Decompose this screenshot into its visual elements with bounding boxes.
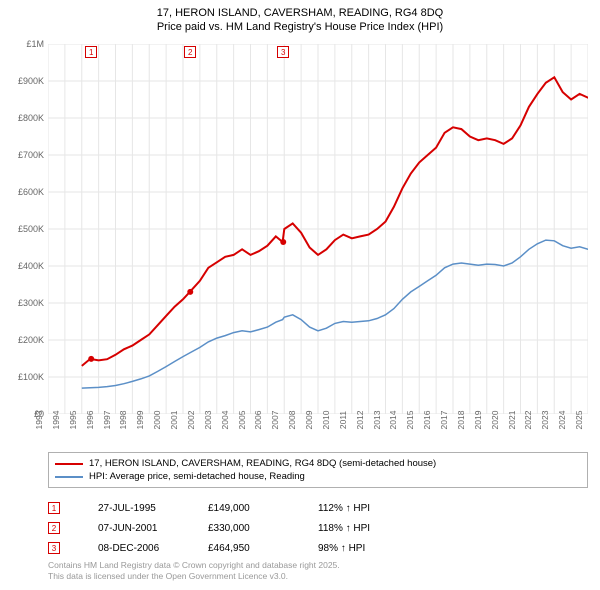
y-tick-label: £100K xyxy=(0,372,44,382)
x-tick-label: 2018 xyxy=(456,411,466,430)
x-tick-label: 2021 xyxy=(507,411,517,430)
x-tick-label: 2024 xyxy=(557,411,567,430)
title-line-2: Price paid vs. HM Land Registry's House … xyxy=(0,20,600,34)
y-tick-label: £300K xyxy=(0,298,44,308)
sale-date: 07-JUN-2001 xyxy=(98,523,208,534)
x-tick-label: 1996 xyxy=(85,411,95,430)
sale-row: 3 08-DEC-2006£464,95098% ↑ HPI xyxy=(48,538,418,558)
legend-swatch xyxy=(55,463,83,465)
sale-date: 08-DEC-2006 xyxy=(98,543,208,554)
sale-row-marker: 1 xyxy=(48,502,60,514)
y-tick-label: £800K xyxy=(0,113,44,123)
sale-price: £149,000 xyxy=(208,503,318,514)
y-tick-label: £500K xyxy=(0,224,44,234)
sale-marker-2: 2 xyxy=(184,46,196,58)
x-tick-label: 2007 xyxy=(270,411,280,430)
x-tick-label: 2013 xyxy=(372,411,382,430)
title-line-1: 17, HERON ISLAND, CAVERSHAM, READING, RG… xyxy=(0,6,600,20)
sale-date: 27-JUL-1995 xyxy=(98,503,208,514)
legend-item: HPI: Average price, semi-detached house,… xyxy=(55,470,581,483)
y-tick-label: £700K xyxy=(0,150,44,160)
y-tick-label: £200K xyxy=(0,335,44,345)
x-tick-label: 2004 xyxy=(220,411,230,430)
y-tick-label: £900K xyxy=(0,76,44,86)
sale-row: 2 07-JUN-2001£330,000118% ↑ HPI xyxy=(48,518,418,538)
sale-hpi: 118% ↑ HPI xyxy=(318,523,418,534)
x-tick-label: 2009 xyxy=(304,411,314,430)
sale-price: £464,950 xyxy=(208,543,318,554)
x-tick-label: 2001 xyxy=(169,411,179,430)
x-tick-label: 2015 xyxy=(405,411,415,430)
x-tick-label: 2003 xyxy=(203,411,213,430)
x-tick-label: 2011 xyxy=(338,411,348,429)
x-tick-label: 1995 xyxy=(68,411,78,430)
chart-svg xyxy=(48,44,588,414)
legend-label: HPI: Average price, semi-detached house,… xyxy=(89,471,305,482)
x-tick-label: 1997 xyxy=(102,411,112,430)
x-tick-label: 2008 xyxy=(287,411,297,430)
x-tick-label: 2023 xyxy=(540,411,550,430)
footer-line-1: Contains HM Land Registry data © Crown c… xyxy=(48,560,340,571)
x-tick-label: 1993 xyxy=(34,411,44,430)
x-tick-label: 2006 xyxy=(253,411,263,430)
legend-box: 17, HERON ISLAND, CAVERSHAM, READING, RG… xyxy=(48,452,588,488)
legend-item: 17, HERON ISLAND, CAVERSHAM, READING, RG… xyxy=(55,457,581,470)
chart-container: 17, HERON ISLAND, CAVERSHAM, READING, RG… xyxy=(0,0,600,590)
x-tick-label: 1994 xyxy=(51,411,61,430)
y-tick-label: £400K xyxy=(0,261,44,271)
legend-swatch xyxy=(55,476,83,478)
x-tick-label: 1999 xyxy=(135,411,145,430)
chart-title: 17, HERON ISLAND, CAVERSHAM, READING, RG… xyxy=(0,0,600,35)
y-tick-label: £600K xyxy=(0,187,44,197)
sale-marker-3: 3 xyxy=(277,46,289,58)
sale-hpi: 112% ↑ HPI xyxy=(318,503,418,514)
sale-hpi: 98% ↑ HPI xyxy=(318,543,418,554)
legend-label: 17, HERON ISLAND, CAVERSHAM, READING, RG… xyxy=(89,458,436,469)
footer-line-2: This data is licensed under the Open Gov… xyxy=(48,571,340,582)
y-tick-label: £1M xyxy=(0,39,44,49)
x-tick-label: 2000 xyxy=(152,411,162,430)
sale-row-marker: 2 xyxy=(48,522,60,534)
x-tick-label: 2020 xyxy=(490,411,500,430)
sale-row: 1 27-JUL-1995£149,000112% ↑ HPI xyxy=(48,498,418,518)
x-tick-label: 2016 xyxy=(422,411,432,430)
x-tick-label: 2002 xyxy=(186,411,196,430)
sale-row-marker: 3 xyxy=(48,542,60,554)
footer-attribution: Contains HM Land Registry data © Crown c… xyxy=(48,560,340,581)
x-tick-label: 1998 xyxy=(118,411,128,430)
x-tick-label: 2012 xyxy=(355,411,365,430)
x-tick-label: 2005 xyxy=(237,411,247,430)
chart-plot-area: £0£100K£200K£300K£400K£500K£600K£700K£80… xyxy=(48,44,588,414)
x-tick-label: 2014 xyxy=(388,411,398,430)
sales-table: 1 27-JUL-1995£149,000112% ↑ HPI 2 07-JUN-20… xyxy=(48,498,418,558)
sale-marker-1: 1 xyxy=(85,46,97,58)
sale-price: £330,000 xyxy=(208,523,318,534)
x-tick-label: 2025 xyxy=(574,411,584,430)
x-tick-label: 2010 xyxy=(321,411,331,430)
x-tick-label: 2019 xyxy=(473,411,483,430)
x-tick-label: 2017 xyxy=(439,411,449,430)
x-tick-label: 2022 xyxy=(523,411,533,430)
